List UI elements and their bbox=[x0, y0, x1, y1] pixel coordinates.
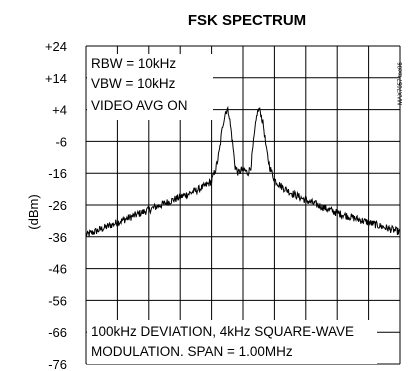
modulation-note-line1: 100kHz DEVIATION, 4kHz SQUARE-WAVE bbox=[91, 324, 354, 339]
y-tick-label: -46 bbox=[48, 262, 67, 277]
y-tick-label: +4 bbox=[52, 103, 67, 118]
y-tick-label: +14 bbox=[45, 71, 67, 86]
video-avg-setting: VIDEO AVG ON bbox=[91, 98, 188, 113]
y-tick-label: -66 bbox=[48, 325, 67, 340]
vbw-setting: VBW = 10kHz bbox=[91, 76, 176, 91]
y-tick-label: -16 bbox=[48, 166, 67, 181]
settings-box: RBW = 10kHz VBW = 10kHz VIDEO AVG ON bbox=[87, 54, 213, 120]
rbw-setting: RBW = 10kHz bbox=[91, 56, 176, 71]
y-tick-label: -6 bbox=[55, 134, 67, 149]
y-axis-label: (dBm) bbox=[26, 194, 41, 229]
y-tick-labels: +24 +14 +4 -6 -16 -26 -36 -46 -56 -66 -76 bbox=[45, 39, 67, 371]
y-tick-label: -26 bbox=[48, 198, 67, 213]
modulation-note-box: 100kHz DEVIATION, 4kHz SQUARE-WAVE MODUL… bbox=[87, 320, 377, 364]
spectrum-trace bbox=[85, 105, 401, 237]
y-tick-label: -76 bbox=[48, 357, 67, 371]
chart-title: FSK SPECTRUM bbox=[188, 12, 306, 29]
y-tick-label: +24 bbox=[45, 39, 67, 54]
figure-code: MAX7057 toc06 bbox=[398, 62, 404, 105]
y-tick-label: -36 bbox=[48, 230, 67, 245]
y-tick-label: -56 bbox=[48, 293, 67, 308]
modulation-note-line2: MODULATION. SPAN = 1.00MHz bbox=[91, 344, 293, 359]
